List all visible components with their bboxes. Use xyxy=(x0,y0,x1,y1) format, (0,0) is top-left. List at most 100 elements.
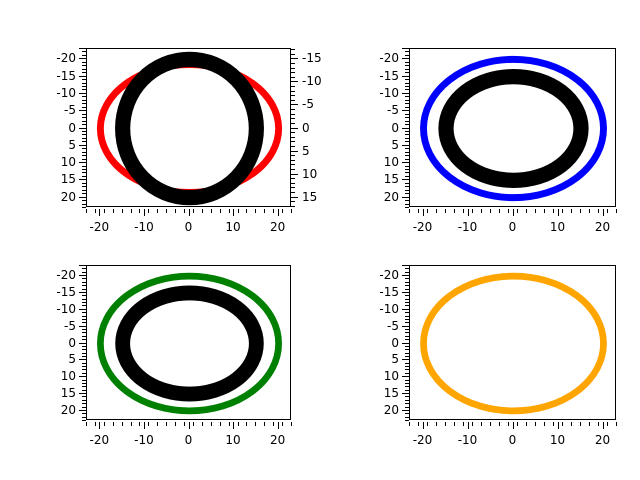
panel-bottom-left-ytick-minor xyxy=(82,272,86,273)
panel-top-left-ytick2-minor xyxy=(291,118,295,119)
panel-top-left-ytick-minor xyxy=(82,62,86,63)
panel-bottom-left-ytick-minor xyxy=(82,363,86,364)
panel-top-left-ytick2-minor xyxy=(291,91,295,92)
panel-bottom-right-ytick-minor xyxy=(405,420,409,421)
panel-bottom-right-ylabel: 0 xyxy=(391,335,399,350)
panel-top-left-xtick-minor xyxy=(139,209,140,213)
panel-bottom-right-xtick-minor xyxy=(517,422,518,426)
panel-bottom-left-ytick-minor xyxy=(82,407,86,408)
panel-top-left-ytick2-major xyxy=(291,128,298,129)
panel-bottom-right-ytick-major xyxy=(402,359,409,360)
panel-top-right-ytick-minor xyxy=(405,190,409,191)
panel-top-right-ytick-minor xyxy=(405,204,409,205)
panel-bottom-right-curves xyxy=(420,272,607,415)
panel-top-right-xtick-minor xyxy=(409,209,410,213)
panel-top-right-ytick-minor xyxy=(405,155,409,156)
panel-bottom-right-xtick-minor xyxy=(553,422,554,426)
panel-top-left-xlabel: -10 xyxy=(134,220,154,234)
panel-bottom-left-xtick-minor xyxy=(220,422,221,426)
panel-top-left-ytick-minor xyxy=(82,152,86,153)
panel-top-left-ytick2-minor xyxy=(291,114,295,115)
panel-top-left-ytick2-minor xyxy=(291,86,295,87)
panel-top-right-ytick-minor xyxy=(405,193,409,194)
panel-bottom-left-xtick-minor xyxy=(139,422,140,426)
panel-bottom-left-ytick-minor xyxy=(82,302,86,303)
panel-bottom-right-xlabel: 20 xyxy=(594,433,611,447)
panel-top-left-ytick2-minor xyxy=(291,100,295,101)
panel-bottom-right-ytick-minor xyxy=(405,383,409,384)
panel-bottom-right-xlabel: -20 xyxy=(412,433,433,447)
panel-bottom-left-xtick-minor xyxy=(166,422,167,426)
panel-top-left-ytick-minor xyxy=(82,100,86,101)
panel-top-left-ylabel2: 5 xyxy=(302,143,310,158)
panel-top-left-xtick-minor xyxy=(166,209,167,213)
panel-top-left-ytick-major xyxy=(79,93,86,94)
panel-bottom-right-ytick-minor xyxy=(405,373,409,374)
panel-top-left-ytick-minor xyxy=(82,124,86,125)
panel-top-right-xtick-minor xyxy=(481,209,482,213)
panel-top-right-ytick-minor xyxy=(405,107,409,108)
panel-bottom-left-ytick-minor xyxy=(82,413,86,414)
panel-bottom-right-ytick-major xyxy=(402,292,409,293)
panel-bottom-right-xtick-minor xyxy=(490,422,491,426)
panel-bottom-right-ytick-major xyxy=(402,309,409,310)
panel-top-right-ytick-minor xyxy=(405,183,409,184)
panel-bottom-left-xtick-minor xyxy=(131,422,132,426)
panel-top-left-ytick-minor xyxy=(82,69,86,70)
panel-top-left-ylabel: -15 xyxy=(56,68,76,83)
panel-top-right-ytick-top-spur xyxy=(402,48,409,49)
panel-bottom-right-xtick-minor xyxy=(580,422,581,426)
panel-bottom-right-xtick-major xyxy=(423,422,424,429)
panel-top-right-xtick-major xyxy=(423,209,424,216)
panel-top-right-xtick-major xyxy=(468,209,469,216)
panel-bottom-right-ytick-minor xyxy=(405,346,409,347)
panel-top-left-xtick-major xyxy=(233,209,234,216)
panel-top-right-blue-ellipse xyxy=(420,55,607,202)
panel-bottom-right-ytick-minor xyxy=(405,305,409,306)
panel-bottom-right-ytick-minor xyxy=(405,312,409,313)
panel-bottom-left-xtick-minor xyxy=(122,422,123,426)
panel-bottom-left-ytick-minor xyxy=(82,339,86,340)
panel-top-left-xtick-minor xyxy=(238,209,239,213)
panel-top-right-xlabel: -10 xyxy=(457,220,478,234)
panel-top-left-xtick-minor xyxy=(291,209,292,213)
panel-bottom-left-green-ellipse xyxy=(97,272,282,415)
panel-top-right-xlabel: 10 xyxy=(549,220,566,234)
panel-top-left-ytick2-minor xyxy=(291,155,295,156)
panel-top-left-ytick-major xyxy=(79,179,86,180)
panel-bottom-right-xtick-minor xyxy=(571,422,572,426)
panel-top-right-ytick-minor xyxy=(405,134,409,135)
panel-bottom-left-ylabel: -5 xyxy=(64,318,76,333)
panel-top-left-ytick2-minor xyxy=(291,68,295,69)
panel-top-right-ytick-minor xyxy=(405,96,409,97)
panel-bottom-left-ytick-minor xyxy=(82,278,86,279)
panel-bottom-left-xtick-minor xyxy=(104,422,105,426)
panel-bottom-left-ylabel: -10 xyxy=(56,301,76,316)
panel-top-left-xtick-major xyxy=(278,209,279,216)
panel-top-left-ytick-minor xyxy=(82,72,86,73)
panel-bottom-right-ytick-minor xyxy=(405,369,409,370)
panel-top-left-ytick2-minor xyxy=(291,123,295,124)
panel-top-right-ylabel: 15 xyxy=(383,172,399,187)
panel-bottom-right-xtick-major xyxy=(603,422,604,429)
panel-bottom-right-ytick-minor xyxy=(405,366,409,367)
panel-top-left-ytick2-minor xyxy=(291,63,295,64)
panel-bottom-right-xtick-major xyxy=(513,422,514,429)
panel-bottom-left-ytick-major xyxy=(79,359,86,360)
panel-top-left-ytick-minor xyxy=(82,114,86,115)
panel-bottom-right-xtick-minor xyxy=(481,422,482,426)
panel-bottom-left-xtick-minor xyxy=(157,422,158,426)
panel-top-left-xtick-minor xyxy=(273,209,274,213)
panel-top-left-ytick-minor xyxy=(82,204,86,205)
panel-bottom-right-xtick-minor xyxy=(409,422,410,426)
panel-top-left-ytick-minor xyxy=(82,190,86,191)
panel-top-left-ytick2-minor xyxy=(291,49,295,50)
panel-top-right-ytick-minor xyxy=(405,69,409,70)
panel-bottom-left-xlabel: 20 xyxy=(269,433,286,447)
panel-top-right-xtick-minor xyxy=(598,209,599,213)
panel-bottom-right-ytick-top-spur xyxy=(402,265,409,266)
panel-top-left-ytick-major xyxy=(79,197,86,198)
panel-top-left-ylabel: 5 xyxy=(68,137,76,152)
panel-top-right-xtick-minor xyxy=(472,209,473,213)
